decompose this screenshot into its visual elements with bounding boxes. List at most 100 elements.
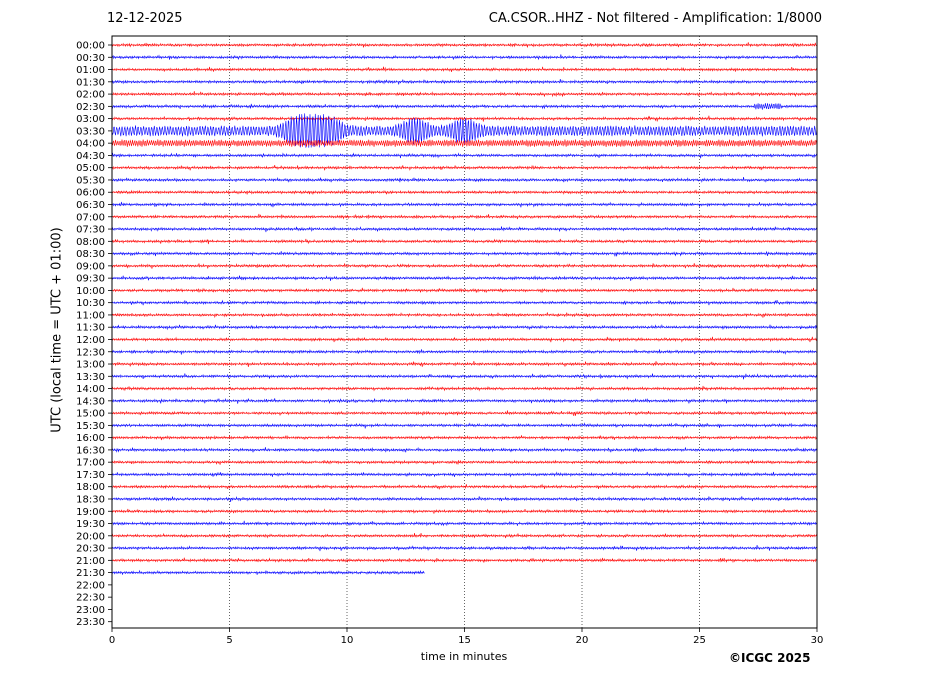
y-tick-label: 23:00 xyxy=(76,605,105,616)
x-tick-label: 5 xyxy=(226,635,232,646)
x-axis-label: time in minutes xyxy=(420,650,508,663)
y-tick-label: 01:00 xyxy=(76,65,105,76)
x-tick-label: 25 xyxy=(693,635,706,646)
trace-2100 xyxy=(111,557,818,564)
trace-2130 xyxy=(111,569,425,576)
trace-0700 xyxy=(111,213,818,220)
y-tick-label: 08:00 xyxy=(76,237,105,248)
y-tick-label: 15:30 xyxy=(76,421,105,432)
trace-1100 xyxy=(111,312,818,319)
trace-0030 xyxy=(111,54,818,61)
y-tick-label: 11:30 xyxy=(76,323,105,334)
y-tick-label: 15:00 xyxy=(76,409,105,420)
plot-frame xyxy=(111,35,818,629)
y-tick-label: 06:00 xyxy=(76,188,105,199)
y-tick-label: 02:00 xyxy=(76,90,105,101)
y-tick-label: 20:00 xyxy=(76,531,105,542)
y-tick-label: 07:00 xyxy=(76,212,105,223)
y-tick-label: 21:30 xyxy=(76,568,105,579)
trace-0530 xyxy=(111,176,818,183)
trace-2030 xyxy=(111,545,818,552)
trace-1830 xyxy=(111,496,818,502)
x-tick-label: 10 xyxy=(341,635,354,646)
trace-0830 xyxy=(111,250,818,257)
y-tick-label: 16:30 xyxy=(76,445,105,456)
y-tick-label: 13:30 xyxy=(76,372,105,383)
y-tick-label: 22:00 xyxy=(76,580,105,591)
trace-1800 xyxy=(111,483,818,490)
y-tick-label: 22:30 xyxy=(76,593,105,604)
y-tick-label: 21:00 xyxy=(76,556,105,567)
y-tick-label: 03:30 xyxy=(76,126,105,137)
y-tick-label: 05:30 xyxy=(76,175,105,186)
trace-0300 xyxy=(111,115,818,122)
y-tick-label: 16:00 xyxy=(76,433,105,444)
x-tick-label: 0 xyxy=(109,635,115,646)
chart-station-title: CA.CSOR..HHZ - Not filtered - Amplificat… xyxy=(488,11,822,26)
y-tick-label: 00:30 xyxy=(76,53,105,64)
x-tick-label: 20 xyxy=(576,635,589,646)
trace-0500 xyxy=(111,164,818,171)
chart-date-title: 12-12-2025 xyxy=(107,11,183,26)
y-tick-label: 08:30 xyxy=(76,249,105,260)
trace-0730 xyxy=(111,226,818,233)
trace-2000 xyxy=(111,532,818,539)
y-tick-label: 18:30 xyxy=(76,494,105,505)
y-tick-label: 23:30 xyxy=(76,617,105,628)
trace-1930 xyxy=(111,520,818,527)
trace-1530 xyxy=(111,422,818,429)
y-tick-label: 05:00 xyxy=(76,163,105,174)
y-tick-label: 07:30 xyxy=(76,225,105,236)
trace-1030 xyxy=(111,299,818,306)
trace-1600 xyxy=(111,434,818,441)
y-tick-label: 19:30 xyxy=(76,519,105,530)
trace-1730 xyxy=(111,471,818,478)
y-tick-label: 09:30 xyxy=(76,274,105,285)
trace-0800 xyxy=(111,238,818,245)
y-tick-label: 17:30 xyxy=(76,470,105,481)
y-tick-label: 01:30 xyxy=(76,77,105,88)
y-tick-label: 06:30 xyxy=(76,200,105,211)
y-tick-label: 20:30 xyxy=(76,544,105,555)
x-tick-label: 15 xyxy=(458,635,471,646)
trace-1300 xyxy=(111,361,818,368)
y-tick-label: 02:30 xyxy=(76,102,105,113)
y-axis-label: UTC (local time = UTC + 01:00) xyxy=(49,227,65,433)
trace-1630 xyxy=(111,446,818,453)
y-tick-label: 13:00 xyxy=(76,360,105,371)
y-tick-label: 10:00 xyxy=(76,286,105,297)
trace-1130 xyxy=(111,324,818,331)
copyright-credit: ©ICGC 2025 xyxy=(729,651,811,665)
trace-1700 xyxy=(111,459,818,465)
trace-0230 xyxy=(111,102,818,110)
trace-0430 xyxy=(111,152,818,159)
y-tick-label: 18:00 xyxy=(76,482,105,493)
y-tick-label: 12:30 xyxy=(76,347,105,358)
trace-1230 xyxy=(111,349,818,355)
trace-0400 xyxy=(111,139,818,148)
y-tick-label: 19:00 xyxy=(76,507,105,518)
y-tick-label: 00:00 xyxy=(76,41,105,52)
y-tick-label: 12:00 xyxy=(76,335,105,346)
x-tick-label: 30 xyxy=(811,635,824,646)
trace-1430 xyxy=(111,398,818,404)
y-tick-label: 14:00 xyxy=(76,384,105,395)
y-tick-label: 04:00 xyxy=(76,139,105,150)
y-tick-label: 10:30 xyxy=(76,298,105,309)
y-tick-label: 11:00 xyxy=(76,310,105,321)
trace-1200 xyxy=(111,336,818,343)
trace-0930 xyxy=(111,275,818,281)
y-tick-label: 03:00 xyxy=(76,114,105,125)
y-tick-label: 17:00 xyxy=(76,458,105,469)
trace-0000 xyxy=(111,42,818,48)
trace-1330 xyxy=(111,373,818,380)
trace-1900 xyxy=(111,508,818,514)
y-tick-label: 14:30 xyxy=(76,396,105,407)
y-tick-label: 04:30 xyxy=(76,151,105,162)
trace-1000 xyxy=(111,287,818,294)
trace-0630 xyxy=(111,201,818,208)
trace-1500 xyxy=(111,410,818,417)
trace-1400 xyxy=(111,385,818,392)
trace-0600 xyxy=(111,189,818,196)
